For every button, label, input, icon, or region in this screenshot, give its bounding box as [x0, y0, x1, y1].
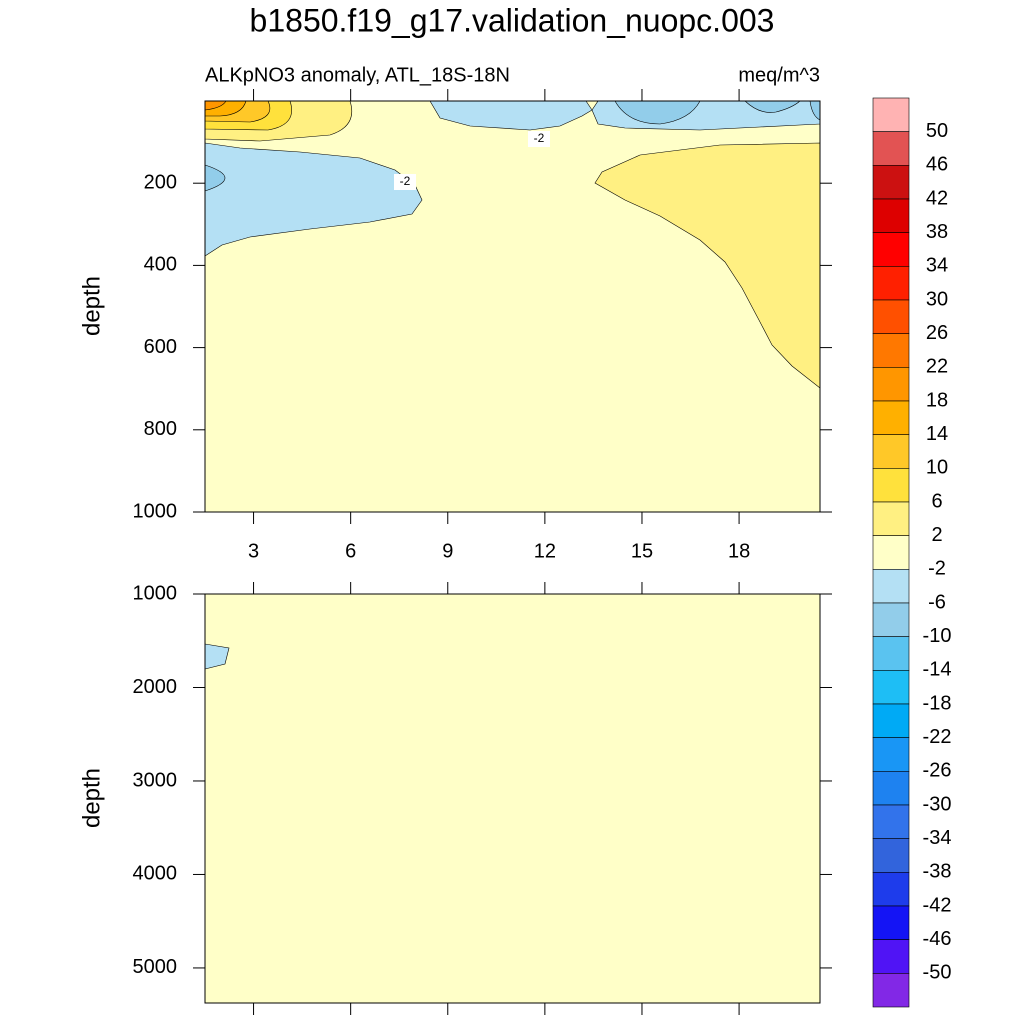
colorbar-box [872, 771, 910, 806]
y-tick-label: 2000 [133, 676, 178, 698]
x-tick-label: 18 [728, 540, 750, 562]
colorbar-box [872, 804, 910, 839]
colorbar-label: 2 [931, 524, 942, 546]
contour-label-box [394, 174, 416, 190]
colorbar-box [872, 703, 910, 738]
colorbar-box [872, 905, 910, 940]
colorbar-label: 6 [931, 490, 942, 512]
y-axis-label: depth [78, 276, 105, 336]
y-tick-label: 400 [144, 254, 177, 276]
contour-region [594, 142, 821, 389]
colorbar-box [872, 602, 910, 637]
colorbar-box [872, 737, 910, 772]
x-tick-label: 9 [442, 540, 453, 562]
colorbar-box [872, 535, 910, 570]
y-axis-label: depth [78, 768, 105, 828]
chart-title: b1850.f19_g17.validation_nuopc.003 [250, 2, 775, 38]
y-tick-label: 600 [144, 336, 177, 358]
colorbar-box [872, 468, 910, 503]
plot-frame [204, 100, 821, 513]
colorbar-label: -42 [923, 894, 952, 916]
colorbar-box [872, 232, 910, 267]
colorbar-box [872, 299, 910, 334]
colorbar-box [872, 333, 910, 368]
colorbar-box [872, 266, 910, 301]
y-tick-label: 200 [144, 171, 177, 193]
subtitle-left: ALKpNO3 anomaly, ATL_18S-18N [205, 64, 510, 86]
colorbar-box [872, 569, 910, 604]
colorbar-label: 42 [926, 187, 948, 209]
colorbar-label: 50 [926, 120, 948, 142]
y-tick-label: 5000 [133, 956, 178, 978]
contour-region [429, 100, 821, 131]
contour-field [204, 593, 821, 1004]
y-tick-label: 1000 [133, 500, 178, 522]
contour-field: -2 -2 [204, 100, 821, 513]
colorbar-box [872, 636, 910, 671]
colorbar-box [872, 973, 910, 1008]
colorbar-box [872, 400, 910, 435]
colorbar-label: -2 [928, 558, 946, 580]
y-tick-label: 1000 [133, 582, 178, 604]
contour-region [614, 100, 701, 125]
colorbar-label: -10 [923, 625, 952, 647]
colorbar-box [872, 131, 910, 166]
y-tick-label: 800 [144, 418, 177, 440]
x-tick-label: 15 [631, 540, 653, 562]
contour-label: -2 [400, 174, 411, 188]
x-tick-label: 12 [534, 540, 556, 562]
contour-region [744, 100, 801, 113]
x-tick-label: 6 [345, 540, 356, 562]
colorbar-label: -30 [923, 793, 952, 815]
colorbar-box [872, 670, 910, 705]
colorbar-label: -26 [923, 760, 952, 782]
colorbar-label: 30 [926, 288, 948, 310]
colorbar-label: 14 [926, 423, 948, 445]
colorbar-box [872, 97, 910, 132]
colorbar-label: -46 [923, 928, 952, 950]
y-tick-label: 3000 [133, 769, 178, 791]
colorbar-label: -50 [923, 962, 952, 984]
colorbar-box [872, 367, 910, 402]
colorbar-label: 10 [926, 457, 948, 479]
colorbar-label: -38 [923, 861, 952, 883]
colorbar-box [872, 198, 910, 233]
colorbar-label: -22 [923, 726, 952, 748]
colorbar-box [872, 501, 910, 536]
colorbar-label: 26 [926, 322, 948, 344]
colorbar-label: 22 [926, 356, 948, 378]
colorbar-label: 38 [926, 221, 948, 243]
colorbar-box [872, 939, 910, 974]
colorbar-box [872, 165, 910, 200]
contour-region [205, 594, 820, 1003]
contour-region [204, 142, 423, 257]
colorbar-label: 34 [926, 255, 948, 277]
y-tick-label: 4000 [133, 863, 178, 885]
colorbar-label: 46 [926, 154, 948, 176]
contour-label: -2 [534, 131, 545, 145]
subtitle-right: meq/m^3 [738, 64, 820, 86]
colorbar-box [872, 872, 910, 907]
colorbar-label: 18 [926, 389, 948, 411]
colorbar-label: -34 [923, 827, 952, 849]
contour-label-box [528, 131, 550, 147]
plot-frame [204, 593, 821, 1004]
colorbar-label: -14 [923, 659, 952, 681]
x-tick-label: 3 [248, 540, 259, 562]
colorbar-label: -18 [923, 692, 952, 714]
colorbar-label: -6 [928, 591, 946, 613]
colorbar-box [872, 434, 910, 469]
colorbar-box [872, 838, 910, 873]
